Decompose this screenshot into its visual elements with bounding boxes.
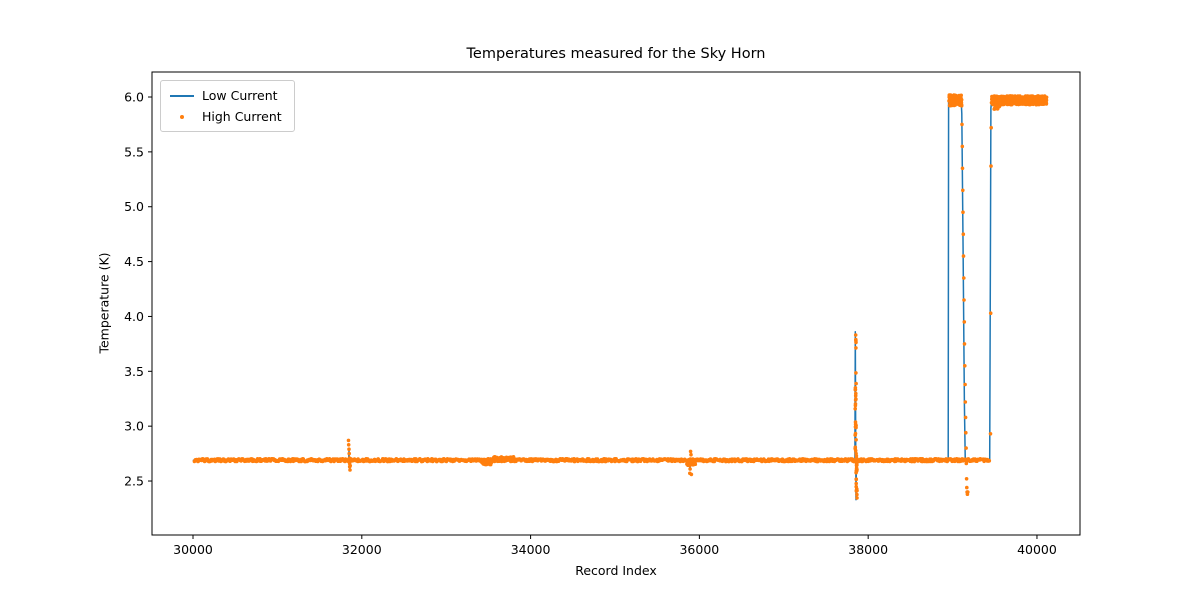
low-current-line xyxy=(192,96,1047,501)
x-tick-label: 38000 xyxy=(848,542,888,557)
legend-item-low-current: Low Current xyxy=(170,88,282,103)
legend-swatch xyxy=(170,114,194,119)
low-current-line-swatch xyxy=(170,94,194,97)
x-tick-label: 40000 xyxy=(1017,542,1057,557)
x-tick-label: 32000 xyxy=(342,542,382,557)
y-tick-label: 3.0 xyxy=(124,419,144,434)
x-tick-label: 36000 xyxy=(679,542,719,557)
y-tick-label: 2.5 xyxy=(124,474,144,489)
y-tick-label: 4.5 xyxy=(124,254,144,269)
y-axis-label: Temperature (K) xyxy=(96,252,112,354)
chart-title: Temperatures measured for the Sky Horn xyxy=(466,46,766,62)
y-tick-label: 3.5 xyxy=(124,364,144,379)
legend-swatch xyxy=(170,94,194,97)
legend-item-high-current: High Current xyxy=(170,109,282,124)
legend: Low Current High Current xyxy=(160,80,295,132)
y-tick-label: 5.0 xyxy=(124,199,144,214)
legend-label-low-current: Low Current xyxy=(202,88,278,103)
y-tick-label: 5.5 xyxy=(124,144,144,159)
x-tick-label: 34000 xyxy=(511,542,551,557)
x-axis-label: Record Index xyxy=(575,563,657,578)
legend-label-high-current: High Current xyxy=(202,109,282,124)
high-current-points xyxy=(192,93,1049,500)
high-current-dot-swatch xyxy=(180,114,184,119)
y-tick-label: 6.0 xyxy=(124,90,144,105)
x-tick-label: 30000 xyxy=(173,542,213,557)
axes-spines xyxy=(151,71,1081,536)
y-tick-label: 4.0 xyxy=(124,309,144,324)
